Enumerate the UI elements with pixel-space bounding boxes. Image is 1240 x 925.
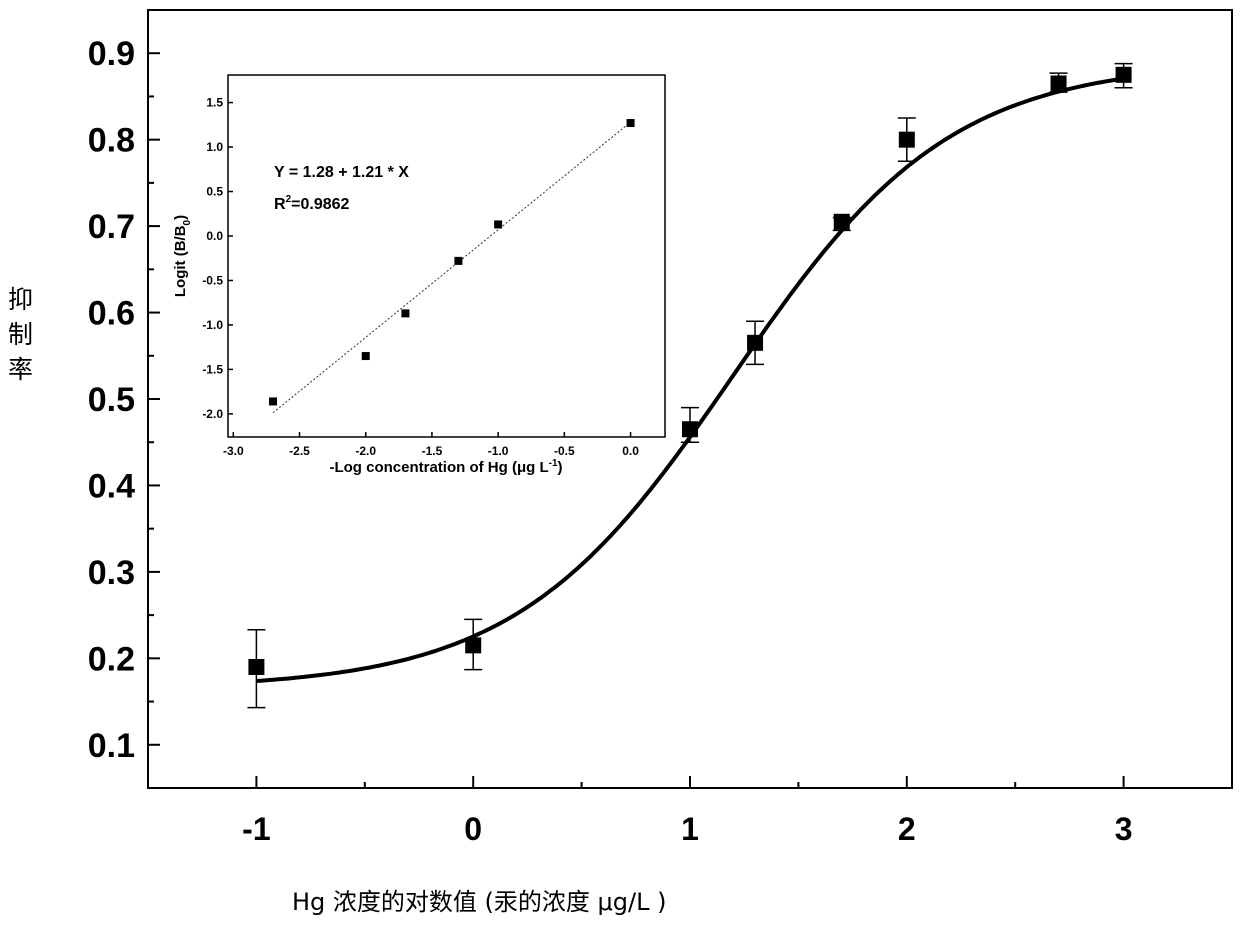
inset-y-tick-label: -1.0 bbox=[202, 318, 223, 332]
main-y-axis-label: 抑制率 bbox=[8, 282, 38, 387]
inset-x-tick-label: -1.0 bbox=[488, 444, 509, 458]
inset-data-point bbox=[362, 352, 370, 360]
y-tick-label: 0.8 bbox=[88, 122, 135, 160]
x-tick-label: 0 bbox=[464, 811, 482, 847]
inset-y-axis-label: Logit (B/B0) bbox=[172, 215, 193, 297]
main-x-axis-label: Hg 浓度的对数值 (汞的浓度 μg/L ) bbox=[292, 882, 666, 917]
data-point bbox=[1116, 67, 1132, 83]
inset-data-point bbox=[627, 119, 635, 127]
x-tick-label: 2 bbox=[898, 811, 916, 847]
y-tick-label: 0.4 bbox=[88, 467, 135, 505]
data-point bbox=[899, 132, 915, 148]
y-tick-label: 0.1 bbox=[88, 727, 135, 765]
inset-y-tick-label: 1.0 bbox=[206, 140, 223, 154]
inset-x-tick-label: -3.0 bbox=[223, 444, 244, 458]
y-tick-label: 0.7 bbox=[88, 208, 135, 246]
inset-x-axis-label: -Log concentration of Hg (μg L-1) bbox=[329, 458, 562, 476]
inset-y-tick-label: 1.5 bbox=[206, 96, 223, 110]
y-tick-label: 0.2 bbox=[88, 640, 135, 678]
x-tick-label: 3 bbox=[1115, 811, 1133, 847]
data-point bbox=[682, 421, 698, 437]
inset-r2-label: R2=0.9862 bbox=[274, 194, 350, 213]
inset-data-point bbox=[401, 309, 409, 317]
inset-equation: Y = 1.28 + 1.21 * X bbox=[274, 164, 409, 181]
data-point bbox=[465, 637, 481, 653]
inset-x-tick-label: -2.5 bbox=[289, 444, 310, 458]
inset-y-tick-label: 0.5 bbox=[206, 185, 223, 199]
inset-x-tick-label: -0.5 bbox=[554, 444, 575, 458]
inset-plot-frame bbox=[228, 75, 665, 437]
inset-data-point bbox=[494, 220, 502, 228]
x-tick-label: -1 bbox=[242, 811, 270, 847]
y-tick-label: 0.9 bbox=[88, 35, 135, 73]
inset-data-point bbox=[269, 397, 277, 405]
data-point bbox=[834, 214, 850, 230]
y-tick-label: 0.3 bbox=[88, 554, 135, 592]
data-point bbox=[747, 335, 763, 351]
inset-x-tick-label: -2.0 bbox=[355, 444, 376, 458]
chart: -1 0 1 2 3 0.1 0.2 0.3 0.4 0.5 0.6 0.7 0.8 0.9 -3.0 -2.… bbox=[0, 0, 1240, 925]
inset-y-tick-label: -0.5 bbox=[202, 273, 223, 287]
data-point bbox=[1051, 75, 1067, 91]
inset-data-point bbox=[454, 257, 462, 265]
inset-y-tick-label: -2.0 bbox=[202, 407, 223, 421]
inset-y-tick-label: 0.0 bbox=[206, 229, 223, 243]
y-tick-label: 0.5 bbox=[88, 381, 135, 419]
x-tick-label: 1 bbox=[681, 811, 699, 847]
data-point bbox=[248, 659, 264, 675]
inset-x-tick-label: -1.5 bbox=[422, 444, 443, 458]
inset-y-tick-label: -1.5 bbox=[202, 362, 223, 376]
y-tick-label: 0.6 bbox=[88, 295, 135, 333]
inset-x-tick-label: 0.0 bbox=[622, 444, 639, 458]
